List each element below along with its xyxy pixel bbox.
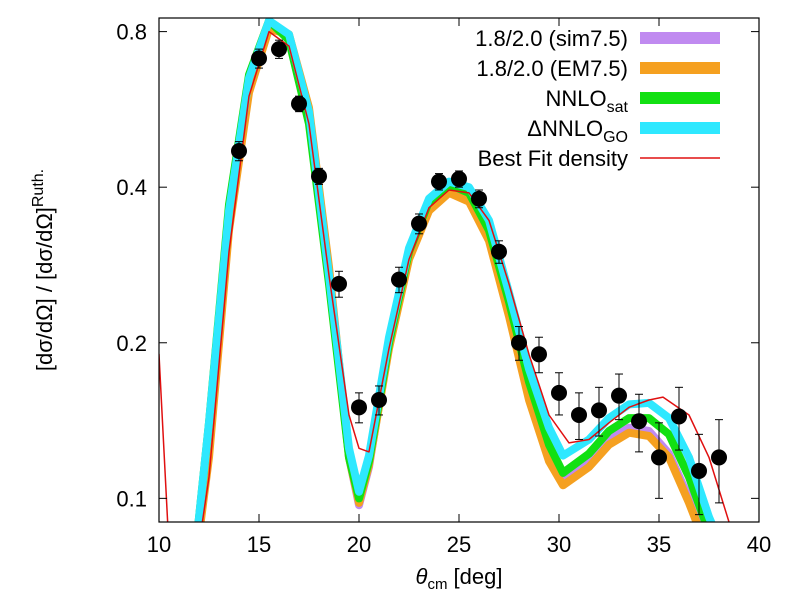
data-point bbox=[531, 346, 547, 363]
legend: 1.8/2.0 (sim7.5) 1.8/2.0 (EM7.5) NNLOsatΔN… bbox=[475, 26, 720, 171]
data-point bbox=[451, 170, 467, 187]
legend-label: ΔNNLOGO bbox=[527, 116, 628, 146]
data-point bbox=[251, 50, 267, 67]
legend-label: 1.8/2.0 (sim7.5) bbox=[475, 26, 628, 51]
data-point bbox=[231, 142, 247, 159]
data-point bbox=[711, 449, 727, 466]
data-point bbox=[671, 408, 687, 425]
legend-label: Best Fit density bbox=[478, 146, 628, 171]
y-tick-label: 0.8 bbox=[116, 20, 147, 45]
data-point bbox=[271, 41, 287, 58]
x-axis-subscript: cm bbox=[427, 576, 447, 593]
x-tick-label: 35 bbox=[647, 532, 671, 557]
data-point bbox=[591, 402, 607, 419]
x-tick-label: 30 bbox=[547, 532, 571, 557]
data-point bbox=[391, 271, 407, 288]
legend-label: 1.8/2.0 (EM7.5) bbox=[476, 56, 628, 81]
y-tick-label: 0.2 bbox=[116, 331, 147, 356]
data-point bbox=[491, 243, 507, 260]
data-point bbox=[571, 406, 587, 423]
data-point bbox=[371, 391, 387, 408]
x-axis-symbol: θ bbox=[416, 564, 428, 589]
axis-ticks: 10 15 20 25 30 35 40 0.1 0.2 0.4 0.8 bbox=[116, 18, 771, 557]
data-points-layer bbox=[231, 39, 727, 516]
x-tick-label: 40 bbox=[747, 532, 771, 557]
data-point bbox=[411, 215, 427, 232]
data-point bbox=[611, 387, 627, 404]
y-tick-label: 0.4 bbox=[116, 175, 147, 200]
data-point bbox=[651, 449, 667, 466]
y-tick-label: 0.1 bbox=[116, 486, 147, 511]
x-tick-label: 20 bbox=[347, 532, 371, 557]
legend-label: NNLOsat bbox=[546, 86, 629, 116]
x-tick-label: 15 bbox=[247, 532, 271, 557]
series-5-curve bbox=[159, 30, 730, 522]
x-tick-label: 10 bbox=[147, 532, 171, 557]
y-axis-main: [dσ/dΩ] / [dσ/dΩ] bbox=[32, 207, 57, 371]
data-point bbox=[511, 334, 527, 351]
data-point bbox=[351, 399, 367, 416]
data-point bbox=[551, 384, 567, 401]
data-point bbox=[471, 190, 487, 207]
x-tick-label: 25 bbox=[447, 532, 471, 557]
data-point bbox=[431, 173, 447, 190]
x-axis-unit: [deg] bbox=[447, 564, 502, 589]
data-point bbox=[291, 95, 307, 112]
data-point bbox=[331, 275, 347, 292]
data-point bbox=[311, 168, 327, 185]
x-axis-title: θcm [deg] bbox=[416, 564, 503, 593]
data-point bbox=[691, 462, 707, 479]
y-axis-title: [dσ/dΩ] / [dσ/dΩ]Ruth. bbox=[30, 169, 57, 371]
data-point bbox=[631, 413, 647, 430]
y-axis-superscript: Ruth. bbox=[30, 169, 47, 207]
